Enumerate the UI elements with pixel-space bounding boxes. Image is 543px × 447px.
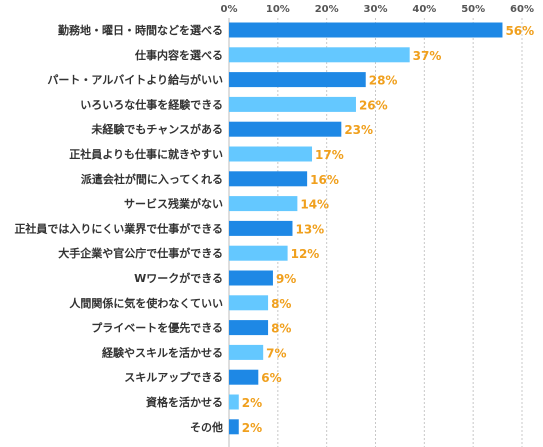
value-label: 37% (413, 49, 442, 63)
value-label: 12% (291, 247, 320, 261)
value-label: 56% (505, 24, 534, 38)
category-label: サービス残業がない (124, 197, 223, 211)
x-tick-label: 30% (364, 4, 388, 15)
category-label: 経験やスキルを活かせる (102, 345, 223, 359)
value-label: 2% (242, 396, 262, 410)
category-label: パート・アルバイトより給与がいい (47, 73, 223, 87)
bar (229, 171, 308, 187)
bars (229, 22, 503, 435)
bar (229, 320, 269, 336)
bar (229, 419, 239, 435)
category-labels: 勤務地・曜日・時間などを選べる仕事内容を選べるパート・アルバイトより給与がいいい… (14, 23, 223, 434)
value-label: 16% (310, 173, 339, 187)
bar (229, 394, 239, 410)
value-label: 14% (300, 198, 329, 212)
category-label: 人間関係に気を使わなくていい (69, 296, 223, 310)
bar (229, 369, 259, 385)
category-label: 仕事内容を選べる (134, 48, 223, 62)
x-tick-label: 60% (510, 4, 534, 15)
bar (229, 47, 410, 63)
category-label: 資格を活かせる (146, 395, 223, 409)
x-tick-label: 50% (461, 4, 485, 15)
value-labels: 56% 37% 28% 26% 23%17% 16% 14% 13% 12% 9% 8% 8% 7% 6%… (242, 24, 534, 435)
value-label: 7% (266, 346, 286, 360)
value-label: 28% (369, 74, 398, 88)
category-label: Wワークができる (134, 271, 223, 285)
value-label: 8% (271, 322, 291, 336)
category-label: 大手企業や官公庁で仕事ができる (58, 246, 223, 260)
bar (229, 72, 366, 88)
bar (229, 344, 264, 360)
category-label: 正社員よりも仕事に就きやすい (69, 147, 223, 161)
bar (229, 146, 313, 162)
category-label: 正社員では入りにくい業界で仕事ができる (14, 221, 223, 235)
bar (229, 121, 342, 137)
category-label: スキルアップできる (124, 370, 223, 384)
x-tick-label: 40% (412, 4, 436, 15)
bar (229, 220, 293, 236)
bar (229, 295, 269, 311)
value-label: 2% (242, 421, 262, 435)
value-label: 9% (276, 272, 296, 286)
x-tick-label: 20% (315, 4, 339, 15)
value-label: 26% (359, 98, 388, 112)
category-label: 未経験でもチャンスがある (90, 122, 223, 136)
x-tick-label: 10% (266, 4, 290, 15)
value-label: 8% (271, 297, 291, 311)
value-label: 6% (261, 371, 281, 385)
x-tick-label: 0% (221, 4, 238, 15)
bar (229, 245, 288, 261)
category-label: 派遣会社が間に入ってくれる (81, 172, 223, 186)
bar (229, 22, 503, 38)
value-label: 17% (315, 148, 344, 162)
category-label: いろいろな仕事を経験できる (80, 97, 223, 111)
category-label: 勤務地・曜日・時間などを選べる (58, 23, 223, 37)
x-tick-labels: 0% 10% 20% 30% 40% 50% 60% (221, 4, 534, 15)
value-label: 13% (295, 222, 324, 236)
bar (229, 270, 273, 286)
value-label: 23% (344, 123, 373, 137)
category-label: プライベートを優先できる (91, 321, 223, 335)
bar (229, 96, 356, 112)
bar (229, 196, 298, 212)
category-label: その他 (190, 420, 223, 434)
